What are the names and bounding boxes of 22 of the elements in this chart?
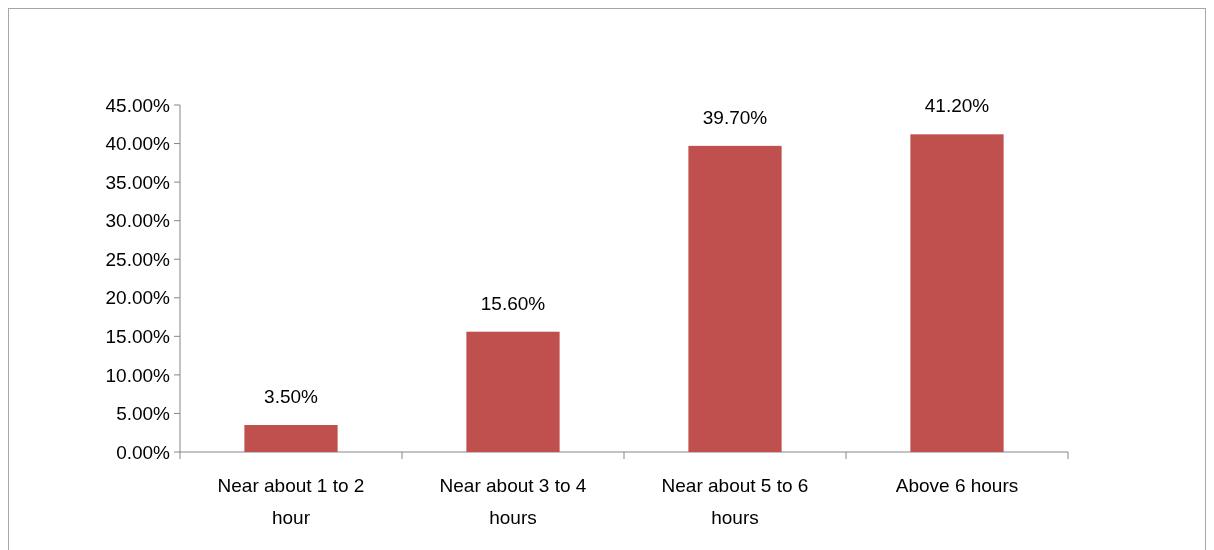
bar [910,134,1004,452]
y-tick-label: 35.00% [105,171,171,193]
y-tick-label: 10.00% [105,364,171,386]
bar [466,331,560,452]
data-label: 41.20% [924,95,990,117]
x-tick-label: Above 6 hours [895,475,1019,496]
bar [688,145,782,452]
x-tick-label: Near about 1 to 2 hour [217,475,365,528]
y-tick-label: 15.00% [105,325,171,347]
data-label: 15.60% [480,292,546,314]
data-label: 3.50% [264,386,319,408]
data-label: 39.70% [702,106,768,128]
y-tick-label: 40.00% [105,133,171,155]
x-tick-label: Near about 3 to 4 hours [439,475,587,528]
x-tick-label: Near about 5 to 6 hours [661,475,809,528]
y-tick-label: 30.00% [105,210,171,232]
y-tick-label: 20.00% [105,287,171,309]
bar [244,425,338,452]
y-tick-label: 5.00% [116,403,171,425]
y-tick-label: 0.00% [116,441,171,463]
y-tick-label: 25.00% [105,248,171,270]
y-tick-label: 45.00% [105,94,171,116]
